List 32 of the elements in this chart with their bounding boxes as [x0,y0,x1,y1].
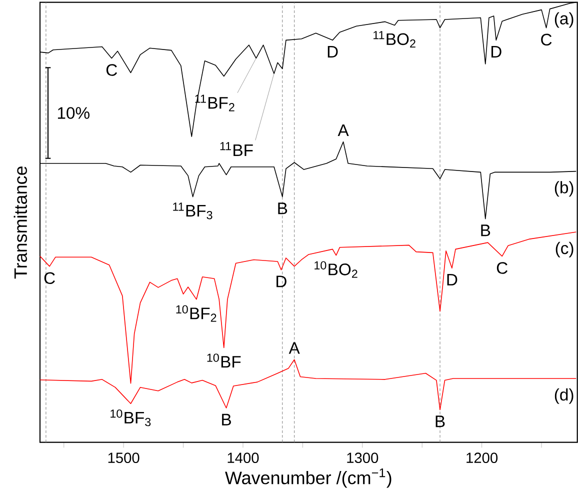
x-tick-label: 1200 [466,452,498,464]
annotation: C [496,262,508,274]
x-axis-title: Wavenumber /(cm$^{−1}$) [225,468,392,488]
annotation: $^{10}$BF$_{2}$ [176,305,216,322]
annotation: $^{10}$BF [207,354,241,368]
annotation: B [481,224,490,236]
annotation: $^{10}$BF$_{3}$ [110,409,151,426]
annotation: C [541,34,552,46]
annotation: $^{11}$BF$_{3}$ [173,202,212,220]
series-label: (a) [554,12,574,28]
annotation: D [491,46,502,58]
annotation: B [436,416,445,428]
annotation: $^{10}$BO$_{2}$ [314,261,358,278]
annotation: B [222,414,231,426]
annotation: D [276,276,286,288]
annotation: C [106,64,118,76]
annotation: D [328,46,338,58]
x-tick-label: 1300 [347,452,378,464]
annotation: C [44,272,55,284]
x-tick-label: 1400 [228,452,259,464]
series-label: (d) [554,388,574,404]
annotation: $^{11}$BO$_{2}$ [374,31,416,48]
series-label: (c) [556,242,574,258]
annotation: A [338,124,349,136]
annotation: D [447,274,458,286]
annotation: A [288,342,300,354]
y-axis-title: Transmittance [14,166,28,279]
annotation: B [278,202,288,214]
annotation: 10% [58,107,90,119]
series-label: (b) [554,181,574,197]
annotation: $^{11}$BF [220,142,253,156]
x-tick-label: 1500 [108,452,140,464]
